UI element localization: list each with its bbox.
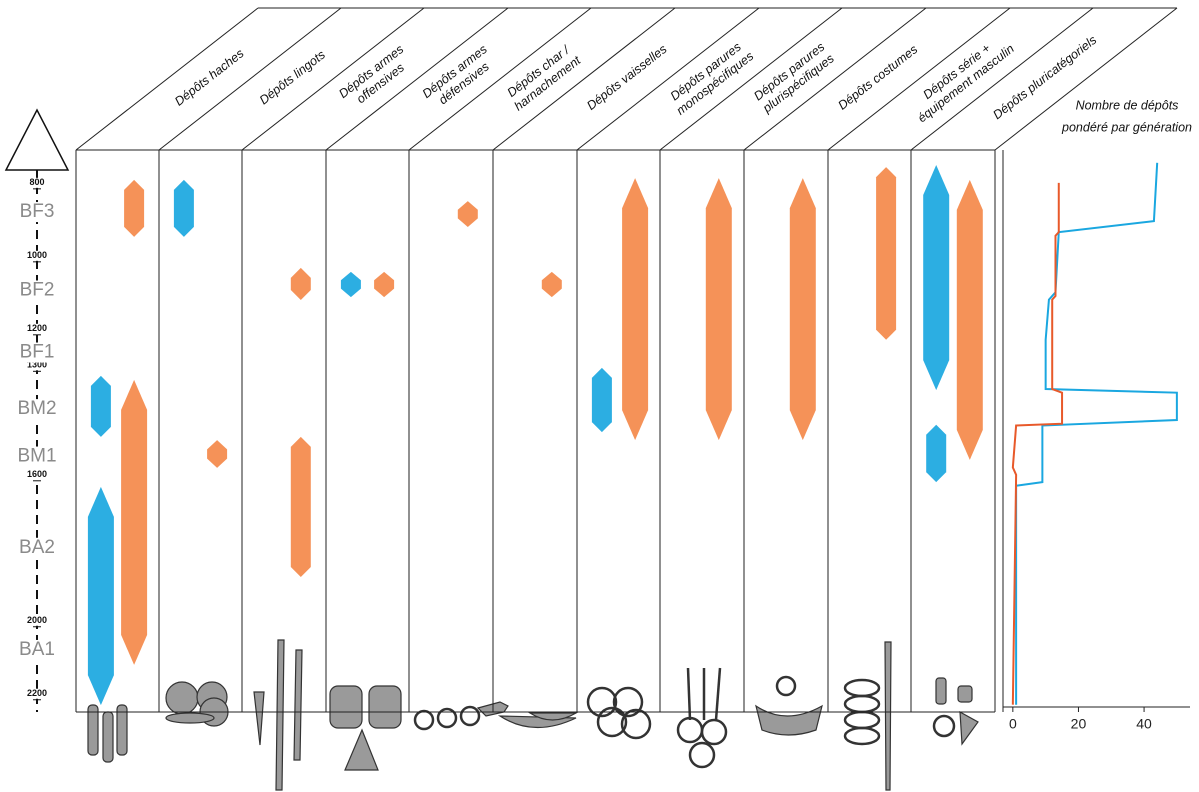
range-bar xyxy=(591,367,612,433)
header-divider xyxy=(743,7,927,151)
period-bg xyxy=(14,202,60,223)
range-bar xyxy=(789,178,816,441)
range-bar xyxy=(457,201,478,228)
x-tick-label: 40 xyxy=(1136,716,1152,732)
year-tick-bg xyxy=(26,177,48,188)
profile-title: Nombre de dépôts xyxy=(1076,98,1179,112)
year-tick-bg xyxy=(26,615,48,626)
range-bar xyxy=(207,440,228,468)
year-tick-label: 2000 xyxy=(27,615,47,625)
range-bar xyxy=(90,375,111,437)
year-tick-bg xyxy=(26,250,48,261)
range-bar xyxy=(926,424,947,483)
year-tick-bg xyxy=(26,323,48,334)
range-bar xyxy=(541,271,562,298)
header-divider xyxy=(325,7,509,151)
period-label: BA2 xyxy=(19,537,55,558)
header-divider xyxy=(659,7,843,151)
year-tick-label: 800 xyxy=(29,177,44,187)
column-header: Dépôts haches xyxy=(172,46,246,108)
period-label: BF1 xyxy=(20,342,55,363)
header-divider xyxy=(576,7,760,151)
x-tick-label: 20 xyxy=(1071,716,1087,732)
column-header: Dépôts lingots xyxy=(257,48,328,108)
period-bg xyxy=(14,446,60,467)
range-bar xyxy=(290,436,311,577)
period-bg xyxy=(14,537,60,558)
artifact-icons xyxy=(87,639,979,791)
column-header: Dépôts vaisselles xyxy=(584,42,669,113)
range-bar xyxy=(173,179,194,237)
header-divider xyxy=(910,7,1094,151)
period-bg xyxy=(14,399,60,420)
period-label: BF2 xyxy=(20,280,55,301)
period-label: BA1 xyxy=(19,639,55,660)
year-tick-label: 1200 xyxy=(27,323,47,333)
year-tick-bg xyxy=(26,360,48,371)
year-tick-label: 1600 xyxy=(27,469,47,479)
profile-title: pondéré par génération xyxy=(1061,120,1192,134)
header-divider xyxy=(158,7,342,151)
period-bg xyxy=(14,639,60,660)
range-bar xyxy=(876,167,897,340)
x-tick-label: 0 xyxy=(1009,716,1017,732)
period-label: BM1 xyxy=(17,446,56,467)
year-tick-label: 2200 xyxy=(27,688,47,698)
year-tick-label: 1300 xyxy=(27,360,47,370)
period-bg xyxy=(14,280,60,301)
range-bar xyxy=(705,178,732,441)
header-divider xyxy=(827,7,1011,151)
year-tick-bg xyxy=(26,469,48,480)
range-bar xyxy=(124,179,145,237)
header-divider xyxy=(241,7,425,151)
profile-line xyxy=(1015,162,1178,705)
range-bar xyxy=(622,178,649,441)
period-label: BF3 xyxy=(20,201,55,222)
period-bg xyxy=(14,342,60,363)
range-bar xyxy=(87,486,114,706)
header-divider xyxy=(994,7,1178,151)
year-tick-bg xyxy=(26,688,48,699)
period-label: BM2 xyxy=(17,398,56,419)
range-bar xyxy=(374,271,395,298)
header-divider xyxy=(408,7,592,151)
column-header: Dépôts costumes xyxy=(835,42,920,112)
range-bar xyxy=(956,179,983,460)
profile-line xyxy=(1011,182,1064,705)
range-bar xyxy=(340,271,361,298)
header-divider xyxy=(75,7,259,151)
header-divider xyxy=(492,7,676,151)
range-bar xyxy=(923,164,950,391)
range-bar xyxy=(121,379,148,665)
year-tick-label: 1000 xyxy=(27,250,47,260)
time-arrow xyxy=(4,108,70,171)
range-bar xyxy=(290,267,311,300)
